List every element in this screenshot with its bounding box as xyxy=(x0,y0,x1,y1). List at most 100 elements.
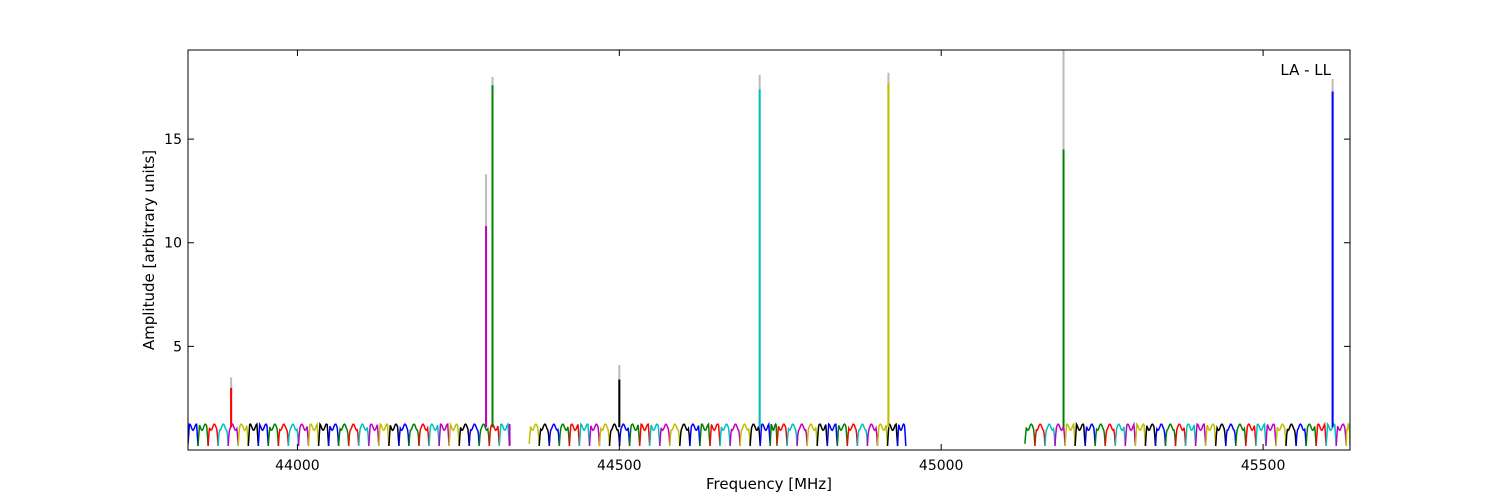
channel-segment-3-93 xyxy=(1245,423,1257,446)
channel-segment-0-26 xyxy=(448,421,460,446)
channel-segment-3-84 xyxy=(1154,423,1167,446)
channel-segment-3-81 xyxy=(1124,421,1137,446)
y-axis-label: Amplitude [arbitrary units] xyxy=(140,150,158,350)
channel-segment-2-59 xyxy=(786,423,798,446)
channel-segment-1-41 xyxy=(608,423,621,446)
channel-segment-3-95 xyxy=(1265,423,1277,446)
channel-segment-3-79 xyxy=(1104,423,1117,446)
annotation-label: LA - LL xyxy=(1280,61,1331,79)
channel-segment-1-34 xyxy=(538,423,551,446)
channel-segment-0-16 xyxy=(347,423,360,446)
channel-segment-2-70 xyxy=(896,423,907,446)
channel-segment-0-27 xyxy=(458,423,470,446)
channel-segment-0-32 xyxy=(508,423,511,446)
channel-segment-0-31 xyxy=(498,422,511,446)
channel-segment-1-43 xyxy=(628,423,641,446)
channel-segment-3-89 xyxy=(1204,423,1217,446)
channel-segment-3-101 xyxy=(1325,421,1337,446)
channel-segment-0-8 xyxy=(267,423,280,446)
channel-segment-0-23 xyxy=(418,423,430,446)
channel-segment-3-72 xyxy=(1034,423,1046,446)
channel-segment-2-61 xyxy=(806,423,818,446)
channel-segment-1-49 xyxy=(689,423,701,446)
channel-segment-3-76 xyxy=(1074,421,1086,446)
channel-segment-0-19 xyxy=(378,422,390,446)
x-axis-label: Frequency [MHz] xyxy=(706,475,832,493)
channel-segment-3-92 xyxy=(1235,423,1247,446)
channel-segment-1-42 xyxy=(618,423,631,446)
channel-segment-3-71 xyxy=(1024,423,1036,446)
channel-segment-3-75 xyxy=(1064,421,1076,446)
channel-segment-2-68 xyxy=(876,423,889,446)
channel-segment-2-67 xyxy=(866,423,879,446)
channel-segment-3-87 xyxy=(1184,423,1197,446)
channel-segment-3-88 xyxy=(1194,422,1207,446)
x-tick-label-3: 45500 xyxy=(1241,458,1286,474)
channel-segment-1-53 xyxy=(729,423,741,446)
channel-segment-3-91 xyxy=(1225,423,1237,446)
channel-segment-0-22 xyxy=(408,423,420,446)
channel-segment-1-55 xyxy=(749,423,761,446)
channel-segment-0-20 xyxy=(388,423,400,446)
channel-segment-0-18 xyxy=(368,423,380,446)
channel-segment-1-39 xyxy=(588,423,601,446)
channel-segment-0-2 xyxy=(207,423,219,446)
channel-segment-0-12 xyxy=(307,421,320,446)
channel-segment-3-82 xyxy=(1134,422,1147,446)
channel-segment-1-52 xyxy=(719,423,731,446)
channel-segment-0-24 xyxy=(428,423,440,446)
channel-segment-3-94 xyxy=(1255,422,1267,446)
channel-segment-0-15 xyxy=(337,423,350,446)
channel-segment-1-57 xyxy=(769,422,778,446)
channel-segment-3-98 xyxy=(1295,423,1307,446)
channel-segment-3-80 xyxy=(1114,423,1127,446)
x-tick-label-0: 44000 xyxy=(275,458,320,474)
channel-segment-0-30 xyxy=(488,423,501,446)
channel-segment-1-54 xyxy=(739,423,751,446)
channel-segment-3-99 xyxy=(1305,423,1317,446)
channel-segment-2-63 xyxy=(826,422,839,446)
channel-segment-2-58 xyxy=(776,423,788,446)
channel-segment-3-85 xyxy=(1164,423,1177,446)
x-tick-label-1: 44500 xyxy=(597,458,642,474)
channel-segment-1-45 xyxy=(648,423,661,446)
channel-segment-2-65 xyxy=(846,423,859,446)
channel-segment-0-9 xyxy=(277,423,290,446)
channel-segment-3-100 xyxy=(1315,421,1327,446)
channel-segment-1-50 xyxy=(699,422,711,446)
channel-segment-0-3 xyxy=(217,423,229,446)
channel-segment-0-25 xyxy=(438,422,450,446)
channel-segment-1-37 xyxy=(568,423,581,446)
channel-segment-3-77 xyxy=(1084,423,1096,446)
channel-segment-3-86 xyxy=(1174,423,1187,446)
channel-segment-0-5 xyxy=(237,423,250,446)
channel-segment-0-10 xyxy=(287,423,300,446)
y-tick-label-1: 10 xyxy=(164,236,182,252)
channel-segment-0-11 xyxy=(297,423,310,446)
channel-segment-0-1 xyxy=(197,423,209,446)
x-tick-label-2: 45000 xyxy=(919,458,964,474)
channel-segment-0-4 xyxy=(227,423,239,446)
channel-segment-0-28 xyxy=(468,423,480,446)
channel-segment-2-66 xyxy=(856,423,869,446)
channel-segment-1-38 xyxy=(578,422,591,446)
channel-segment-0-0 xyxy=(188,423,199,446)
channel-segment-1-48 xyxy=(679,423,691,446)
channel-segment-1-40 xyxy=(598,423,611,446)
channel-segment-3-96 xyxy=(1275,423,1287,446)
channel-segment-1-44 xyxy=(638,423,651,446)
channel-segment-0-17 xyxy=(357,423,370,446)
channel-segment-2-60 xyxy=(796,423,808,446)
channel-segment-1-33 xyxy=(528,423,540,446)
channel-segment-0-6 xyxy=(247,422,260,446)
channel-segment-0-14 xyxy=(327,423,340,446)
y-tick-label-2: 15 xyxy=(164,132,182,148)
channel-segment-1-46 xyxy=(659,423,671,446)
channel-segment-0-13 xyxy=(317,422,330,446)
plot-frame xyxy=(187,49,1351,451)
channel-segment-2-64 xyxy=(836,423,849,446)
channel-segment-1-51 xyxy=(709,423,721,446)
channel-segment-0-21 xyxy=(398,423,410,446)
